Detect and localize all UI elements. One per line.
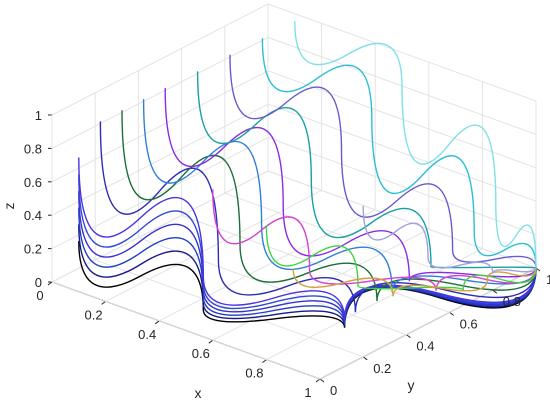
grid-line bbox=[212, 228, 430, 341]
z-tick-label: 1 bbox=[35, 108, 42, 123]
trajectory-line bbox=[78, 207, 537, 325]
trajectory-line bbox=[142, 99, 537, 292]
trajectory-line bbox=[362, 205, 537, 274]
grid-line bbox=[267, 3, 537, 102]
trajectory-line bbox=[229, 54, 537, 269]
trajectory-line bbox=[99, 121, 537, 313]
y-tick bbox=[362, 356, 368, 361]
trajectory-line bbox=[212, 189, 537, 291]
y-tick-label: 0.6 bbox=[460, 316, 478, 331]
x-tick bbox=[208, 339, 214, 344]
grid-line bbox=[267, 103, 537, 202]
grid-line bbox=[158, 209, 376, 322]
grid-line bbox=[266, 248, 483, 361]
grid-line bbox=[51, 170, 269, 283]
trajectory-line bbox=[78, 224, 537, 327]
trajectory-line bbox=[78, 157, 537, 320]
trajectory-curves bbox=[78, 21, 537, 328]
x-tick-label: 0.2 bbox=[85, 307, 103, 322]
y-tick-label: 0.2 bbox=[373, 361, 391, 376]
x-tick-label: 0.8 bbox=[245, 366, 263, 381]
z-tick-label: 0 bbox=[35, 275, 42, 290]
tick-labels: 0000.20.20.20.40.40.40.60.60.60.80.80.81… bbox=[24, 108, 550, 400]
y-tick bbox=[449, 311, 454, 316]
trajectory-line bbox=[78, 240, 537, 328]
grid-lines bbox=[51, 3, 537, 380]
y-tick bbox=[406, 334, 411, 339]
grid-line bbox=[51, 36, 269, 149]
y-tick bbox=[319, 378, 325, 383]
x-tick bbox=[101, 300, 106, 305]
trajectory-line bbox=[294, 21, 537, 269]
trajectory-line bbox=[78, 174, 537, 322]
grid-line bbox=[105, 189, 322, 302]
z-tick-label: 0.2 bbox=[24, 242, 42, 257]
grid-line bbox=[51, 70, 269, 183]
trajectory-line bbox=[261, 38, 537, 269]
x-tick-label: 0.4 bbox=[138, 327, 156, 342]
z-tick-label: 0.4 bbox=[24, 208, 42, 223]
x-tick bbox=[262, 359, 267, 364]
trajectory-line bbox=[121, 110, 537, 302]
trajectory-line bbox=[78, 190, 537, 323]
grid-line bbox=[138, 237, 407, 336]
grid-line bbox=[51, 137, 269, 250]
y-tick-label: 0.4 bbox=[416, 339, 434, 354]
x-tick-label: 1 bbox=[304, 385, 311, 400]
grid-line bbox=[51, 103, 269, 216]
y-tick-label: 1 bbox=[546, 272, 550, 287]
grid-line bbox=[51, 281, 321, 380]
x-tick-label: 0 bbox=[36, 288, 43, 303]
grid-line bbox=[267, 137, 537, 236]
y-axis-label: y bbox=[408, 377, 415, 393]
grid-line bbox=[319, 267, 537, 380]
y-tick-label: 0 bbox=[330, 383, 337, 398]
x-axis-label: x bbox=[195, 385, 202, 401]
trajectory-line bbox=[196, 71, 537, 269]
grid-line bbox=[51, 3, 269, 116]
trajectory-line bbox=[164, 87, 537, 282]
z-tick-label: 0.6 bbox=[24, 175, 42, 190]
grid-line bbox=[224, 192, 493, 291]
y-tick bbox=[492, 289, 498, 294]
x-tick bbox=[315, 378, 321, 383]
z-axis-label: z bbox=[1, 203, 17, 210]
y-tick-label: 0.8 bbox=[503, 294, 521, 309]
trajectory-line bbox=[292, 267, 537, 297]
grid-line bbox=[267, 170, 537, 269]
x-tick-label: 0.6 bbox=[192, 346, 210, 361]
z-tick-label: 0.8 bbox=[24, 141, 42, 156]
x-tick bbox=[154, 320, 160, 325]
